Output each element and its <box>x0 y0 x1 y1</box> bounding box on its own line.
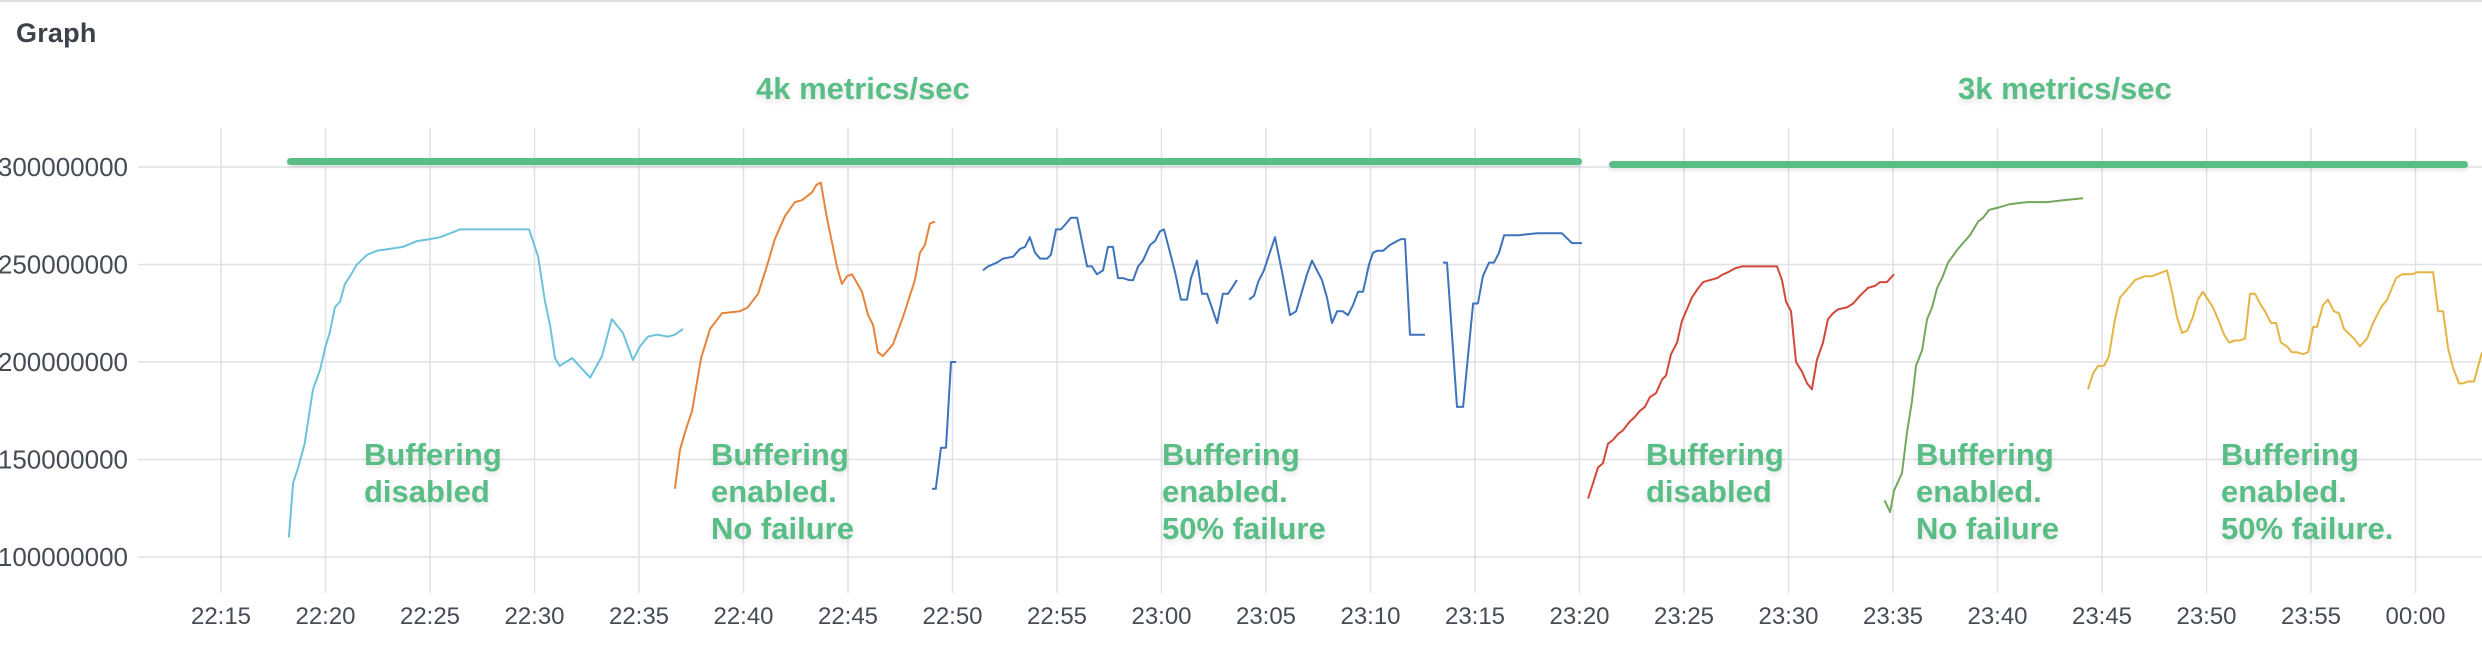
x-tick-label: 22:15 <box>191 603 251 630</box>
x-tick-label: 22:45 <box>818 603 878 630</box>
x-tick-label: 23:10 <box>1340 603 1400 630</box>
series-line[interactable] <box>2087 269 2482 390</box>
x-tick-label: 22:25 <box>400 603 460 630</box>
x-tick-label: 23:30 <box>1758 603 1818 630</box>
annotation-note: Buffering enabled. 50% failure. <box>2221 437 2394 546</box>
x-tick-label: 23:00 <box>1131 603 1191 630</box>
annotation-note: Buffering enabled. No failure <box>711 437 854 546</box>
series-segment <box>1587 265 1895 499</box>
section-bar <box>287 158 1582 165</box>
x-tick-label: 22:30 <box>504 603 564 630</box>
section-label: 3k metrics/sec <box>1958 71 2172 106</box>
series-segment <box>673 181 936 489</box>
series-segment <box>1443 232 1582 408</box>
series-segment <box>1248 236 1425 336</box>
y-axis: 300000000 250000000 200000000 150000000 1000… <box>0 152 128 572</box>
annotation-note: Buffering disabled <box>364 437 502 509</box>
x-tick-label: 23:15 <box>1445 603 1505 630</box>
y-tick-label: 150000000 <box>0 445 128 475</box>
panel-title: Graph <box>16 18 97 48</box>
annotation-note: Buffering enabled. No failure <box>1916 437 2059 546</box>
y-tick-label: 300000000 <box>0 152 128 182</box>
series-segment <box>932 361 957 490</box>
series-line[interactable] <box>1587 265 1895 499</box>
series-segment <box>982 216 1238 324</box>
section-label: 4k metrics/sec <box>756 71 970 106</box>
panel-top-border <box>0 0 2482 2</box>
x-tick-label: 23:45 <box>2072 603 2132 630</box>
x-tick-label: 23:50 <box>2176 603 2236 630</box>
x-tick-label: 23:35 <box>1863 603 1923 630</box>
x-tick-label: 22:35 <box>609 603 669 630</box>
x-tick-label: 23:20 <box>1549 603 1609 630</box>
chart-grid <box>138 128 2482 593</box>
series-segment <box>1883 197 2084 514</box>
x-tick-label: 22:40 <box>713 603 773 630</box>
series-segment <box>287 228 684 538</box>
series-segment <box>2087 269 2482 390</box>
x-tick-label: 23:40 <box>1967 603 2027 630</box>
chart-series <box>287 181 2482 538</box>
annotation-note: Buffering enabled. 50% failure <box>1162 437 1326 546</box>
series-line[interactable] <box>932 216 1582 490</box>
x-tick-label: 22:55 <box>1027 603 1087 630</box>
x-tick-label: 23:05 <box>1236 603 1296 630</box>
x-tick-label: 00:00 <box>2385 603 2445 630</box>
y-tick-label: 100000000 <box>0 542 128 572</box>
x-tick-label: 23:55 <box>2281 603 2341 630</box>
annotation-note: Buffering disabled <box>1646 437 1784 509</box>
x-axis: 22:15 22:20 22:25 22:30 22:35 22:40 22:45 22:50… <box>191 603 2446 630</box>
section-bar <box>1609 161 2468 168</box>
series-line[interactable] <box>1883 197 2084 514</box>
x-tick-label: 23:25 <box>1654 603 1714 630</box>
series-line[interactable] <box>673 181 936 489</box>
x-tick-label: 22:20 <box>295 603 355 630</box>
y-tick-label: 200000000 <box>0 347 128 377</box>
series-line[interactable] <box>287 228 684 538</box>
y-tick-label: 250000000 <box>0 250 128 280</box>
x-tick-label: 22:50 <box>922 603 982 630</box>
